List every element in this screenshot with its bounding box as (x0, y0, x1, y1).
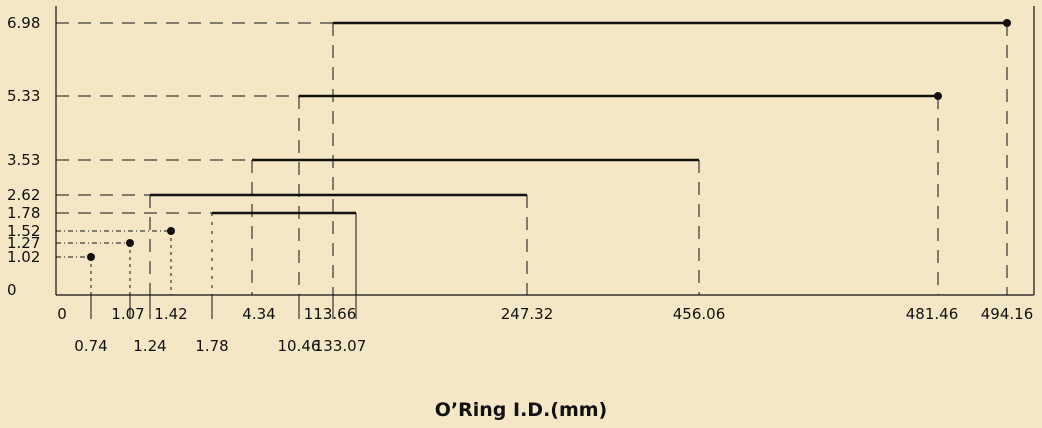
x-tick-label: 0.74 (74, 337, 107, 355)
x-tick-label: 1.78 (195, 337, 228, 355)
x-tick-label: 4.34 (242, 305, 275, 323)
x-tick-label: 113.66 (304, 305, 357, 323)
x-tick-label: 0 (57, 305, 67, 323)
y-tick-label: 3.53 (7, 151, 40, 169)
y-tick-label: 1.78 (7, 204, 40, 222)
axes (55, 6, 1035, 296)
x-tick-label: 10.46 (278, 337, 321, 355)
guide-lines (56, 22, 1008, 319)
x-tick-label: 133.07 (314, 337, 367, 355)
y-tick-label: 1.52 (7, 222, 40, 240)
y-tick-label: 1.27 (7, 234, 40, 252)
data-point (1003, 19, 1011, 27)
x-tick-label: 494.16 (981, 305, 1034, 323)
x-axis-label: O’Ring I.D.(mm) (435, 399, 608, 421)
x-tick-label: 1.42 (154, 305, 187, 323)
y-tick-label: 5.33 (7, 87, 40, 105)
y-tick-label: 6.98 (7, 14, 40, 32)
data-point (934, 92, 942, 100)
y-tick-label: 2.62 (7, 186, 40, 204)
data-point (126, 239, 134, 247)
range-marks (87, 19, 1011, 261)
data-point (167, 227, 175, 235)
x-tick-label: 1.07 (111, 305, 144, 323)
y-tick-label: 0 (7, 281, 17, 299)
x-tick-label: 1.24 (133, 337, 166, 355)
x-tick-label: 456.06 (673, 305, 726, 323)
x-tick-label: 481.46 (906, 305, 959, 323)
data-point (87, 253, 95, 261)
y-tick-label: 1.02 (7, 248, 40, 266)
x-tick-label: 247.32 (501, 305, 554, 323)
